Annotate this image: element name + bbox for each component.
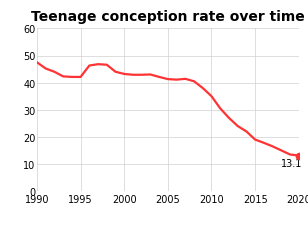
Title: Teenage conception rate over time: Teenage conception rate over time [31, 10, 305, 24]
Text: 13.1: 13.1 [281, 158, 302, 168]
